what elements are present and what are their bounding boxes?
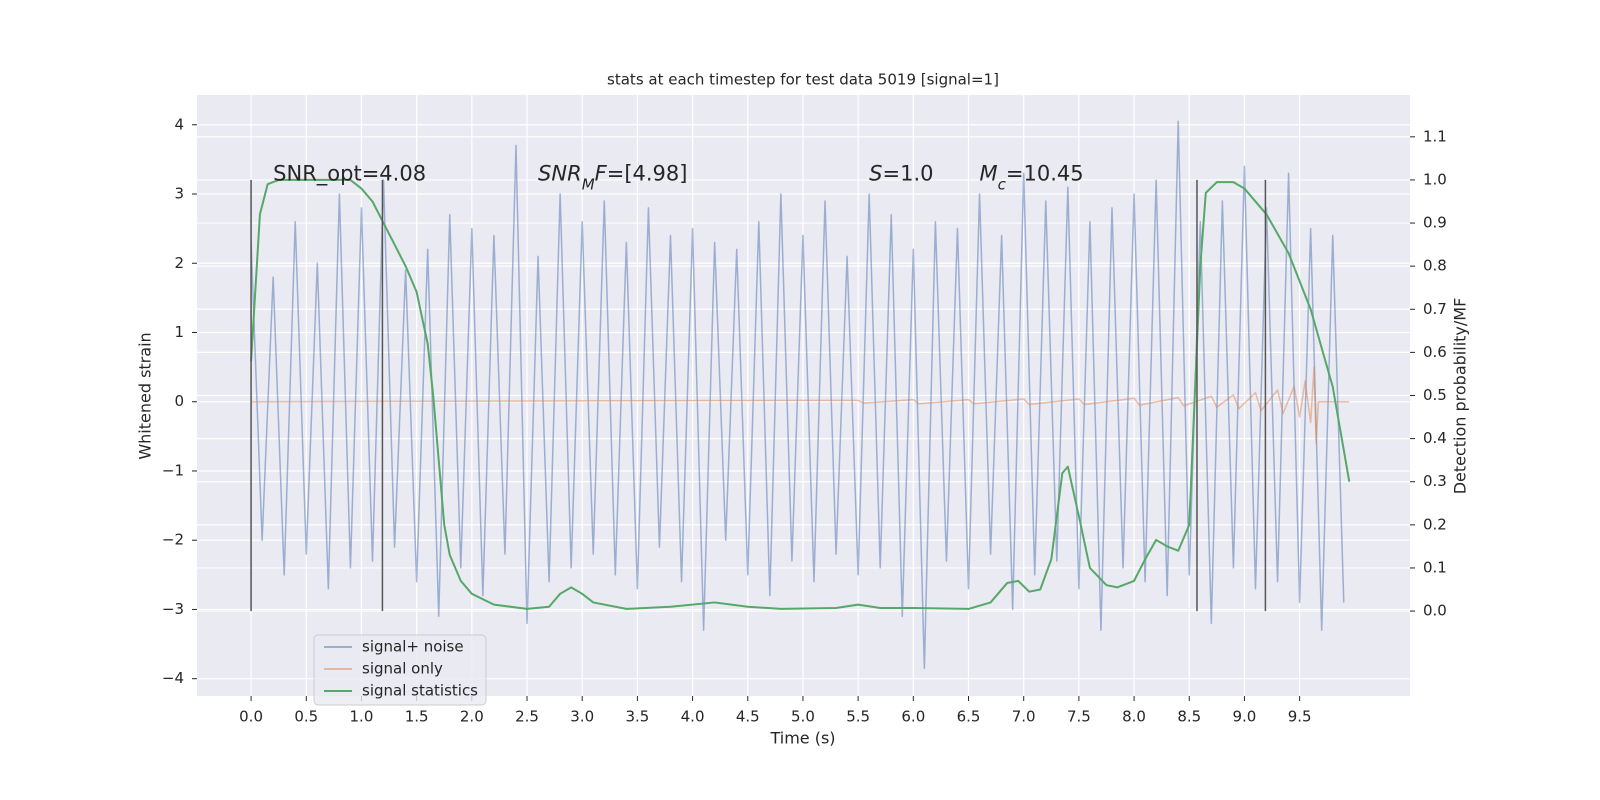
x-tick-label: 0.5 (294, 708, 318, 726)
y2-tick-label: 0.9 (1423, 214, 1447, 232)
y2-tick-label: 0.0 (1423, 602, 1447, 620)
x-tick-label: 2.0 (460, 708, 484, 726)
y-tick-label: −2 (162, 531, 184, 549)
y2-tick-label: 0.6 (1423, 343, 1447, 361)
x-tick-label: 3.5 (625, 708, 649, 726)
annotation: SNRMF=[4.98] (538, 162, 687, 194)
annotation-part: c (998, 176, 1007, 194)
annotation-part: M (582, 176, 595, 194)
x-tick-label: 5.5 (846, 708, 870, 726)
annotation-part: =1.0 (883, 162, 934, 186)
legend-label: signal+ noise (362, 638, 464, 656)
annotation: SNR_opt=4.08 (273, 162, 426, 187)
y2-tick-label: 0.8 (1423, 257, 1447, 275)
legend-label: signal only (362, 660, 443, 678)
y-tick-label: −1 (162, 461, 184, 479)
y2-tick-label: 0.5 (1423, 386, 1447, 404)
x-tick-label: 6.0 (901, 708, 925, 726)
x-axis-label: Time (s) (769, 729, 835, 748)
y2-tick-label: 0.4 (1423, 429, 1447, 447)
y2-tick-label: 0.2 (1423, 515, 1447, 533)
annotation: S=1.0 (869, 162, 933, 186)
y-tick-label: 1 (174, 323, 184, 341)
y2-tick-label: 1.1 (1423, 127, 1447, 145)
y-tick-label: −4 (162, 669, 184, 687)
x-tick-label: 8.0 (1122, 708, 1146, 726)
x-tick-label: 9.5 (1288, 708, 1312, 726)
annotation-part: SNR_opt=4.08 (273, 162, 426, 187)
y2-tick-label: 0.3 (1423, 472, 1447, 490)
marks (250, 120, 1351, 670)
x-tick-label: 4.0 (681, 708, 705, 726)
y2-tick-label: 0.1 (1423, 558, 1447, 576)
x-tick-label: 7.5 (1067, 708, 1091, 726)
y2-tick-label: 1.0 (1423, 170, 1447, 188)
x-tick-label: 3.0 (570, 708, 594, 726)
labels: 0.0 0.5 1.0 1.5 2.0 2.5 3.0 3.5 4.0 4.5 5.0 5.5 6.0 6… (162, 115, 1447, 725)
annotation-part: =[4.98] (607, 162, 688, 186)
annotation: Mc=10.45 (980, 162, 1084, 194)
y-tick-label: −3 (162, 600, 184, 618)
y-tick-label: 0 (174, 392, 184, 410)
series-line (250, 178, 1351, 610)
legend-label: signal statistics (362, 682, 478, 700)
legend: signal+ noise signal only signal statistic… (313, 634, 487, 706)
x-tick-label: 1.5 (405, 708, 429, 726)
annotation-part: M (980, 162, 998, 186)
x-tick-label: 2.5 (515, 708, 539, 726)
y2-tick-label: 0.7 (1423, 300, 1447, 318)
annotation-part: S (869, 162, 882, 186)
x-tick-label: 9.0 (1233, 708, 1257, 726)
x-tick-label: 7.0 (1012, 708, 1036, 726)
annotation-part: =10.45 (1006, 162, 1084, 186)
x-tick-label: 4.5 (736, 708, 760, 726)
x-tick-label: 0.0 (239, 708, 263, 726)
legend-box (313, 634, 487, 706)
series-line (250, 120, 1345, 670)
y-tick-label: 4 (174, 115, 184, 133)
x-tick-label: 5.0 (791, 708, 815, 726)
y-tick-label: 3 (174, 185, 184, 203)
chart-title: stats at each timestep for test data 501… (607, 71, 999, 89)
annotation-part: F (595, 162, 608, 186)
annotation-part: SNR (538, 162, 582, 186)
y2-axis-label: Detection probability/MF (1451, 298, 1470, 495)
y-tick-label: 2 (174, 254, 184, 272)
y-axis-label: Whitened strain (136, 332, 155, 459)
x-tick-label: 1.0 (350, 708, 374, 726)
x-tick-label: 8.5 (1177, 708, 1201, 726)
x-tick-label: 6.5 (957, 708, 981, 726)
